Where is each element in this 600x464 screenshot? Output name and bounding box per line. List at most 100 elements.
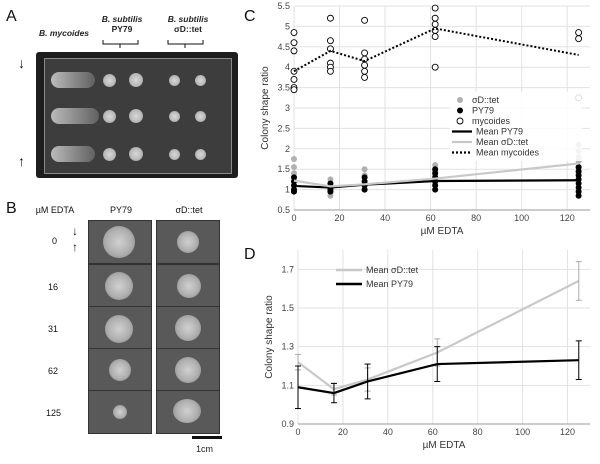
row-label: 0 — [52, 236, 58, 246]
header-py79: B. subtilis PY79 — [101, 14, 143, 34]
chart-d: 0.9 1.1 1.3 1.5 1.7 0 20 40 60 80 100 120 µM EDTA Col… — [264, 250, 590, 451]
x-axis-label: µM EDTA — [423, 440, 466, 451]
data-point — [290, 39, 298, 47]
x-tick-label: 20 — [338, 427, 348, 437]
sigd-colony — [169, 149, 180, 160]
x-tick-label: 60 — [428, 427, 438, 437]
data-point — [361, 186, 368, 193]
panel-b-letter: B — [6, 200, 17, 217]
header-sigd: B. subtilis σD::tet — [167, 14, 209, 34]
data-point — [290, 47, 298, 55]
data-point — [290, 29, 298, 36]
py79-colony — [129, 147, 143, 161]
y-tick-label: 0.9 — [281, 419, 294, 429]
arrow-down-icon: ↓ — [72, 224, 78, 238]
legend-label: Mean PY79 — [366, 279, 413, 289]
py79-colony — [103, 148, 116, 161]
colony-photo-sigd — [156, 220, 220, 264]
sigd-colony — [169, 75, 180, 86]
series-line — [297, 279, 580, 391]
x-tick-label: 80 — [473, 427, 483, 437]
colony-photo-py79 — [88, 264, 152, 308]
colony-photo-sigd — [156, 348, 220, 392]
py79-colony — [103, 110, 116, 123]
sigd-colony — [195, 111, 206, 122]
header-brackets — [102, 40, 204, 48]
panel-c-letter: C — [244, 8, 256, 25]
sigd-colony — [169, 111, 180, 122]
colony-photo-py79 — [88, 306, 152, 350]
x-tick-label: 0 — [295, 427, 300, 437]
data-point — [326, 37, 334, 45]
x-tick-label: 40 — [383, 427, 393, 437]
y-tick-label: 4.5 — [277, 42, 290, 52]
chart-c: 0.5 1 1.5 2 2.5 3 3.5 4 4.5 5 5.5 0 20 40 60 80 100 120 µM… — [260, 1, 590, 237]
legend-label: PY79 — [472, 106, 494, 116]
data-point — [431, 20, 439, 28]
data-point — [361, 73, 369, 81]
mycoides-colony — [51, 72, 95, 88]
legend-box — [450, 92, 582, 161]
y-tick-label: 3 — [285, 103, 290, 113]
x-tick-label: 40 — [380, 213, 390, 223]
sigd-colony — [195, 75, 206, 86]
legend-label: σD::tet — [472, 95, 500, 105]
x-tick-label: 0 — [291, 213, 296, 223]
mycoides-colony — [51, 146, 95, 162]
legend-label: Mean σD::tet — [366, 265, 419, 275]
y-tick-label: 1.5 — [281, 303, 294, 313]
legend-marker — [457, 107, 463, 114]
data-point — [575, 29, 583, 36]
x-tick-label: 120 — [560, 213, 575, 223]
panel-d-letter: D — [244, 246, 256, 263]
colony-photo-py79 — [88, 390, 152, 434]
y-axis-label: Colony shape ratio — [264, 295, 275, 379]
scale-bar-label: 1cm — [196, 444, 214, 454]
data-point — [575, 192, 582, 199]
data-point — [361, 166, 368, 173]
series-line — [293, 162, 579, 188]
mycoides-colony — [51, 108, 99, 124]
col-header-py79: PY79 — [109, 205, 133, 215]
y-tick-label: 5.5 — [277, 1, 290, 11]
x-tick-label: 80 — [471, 213, 481, 223]
legend-label: Mean σD::tet — [476, 137, 529, 147]
data-point — [290, 75, 298, 83]
legend-label: Mean PY79 — [476, 127, 523, 137]
y-tick-label: 3.5 — [277, 83, 290, 93]
data-point — [290, 86, 298, 94]
x-tick-label: 20 — [335, 213, 345, 223]
data-point — [431, 63, 439, 71]
y-tick-label: 0.5 — [277, 205, 290, 215]
arrow-down-icon: ↓ — [18, 55, 25, 71]
x-tick-label: 100 — [515, 427, 530, 437]
row-label: 31 — [48, 324, 59, 334]
col-header-edta: µM EDTA — [35, 205, 75, 215]
x-tick-label: 60 — [426, 213, 436, 223]
y-tick-label: 1.3 — [281, 342, 294, 352]
arrow-up-icon: ↑ — [72, 240, 78, 254]
data-point — [575, 35, 583, 43]
data-point — [361, 16, 369, 24]
legend-marker — [456, 117, 464, 125]
data-point — [431, 14, 439, 22]
col-header-sigd: σD::tet — [175, 205, 203, 215]
series-line — [293, 27, 579, 73]
py79-colony — [103, 74, 116, 87]
data-point — [327, 188, 334, 195]
data-point — [361, 49, 369, 57]
colony-photo-sigd — [156, 306, 220, 350]
colony-photo-py79 — [88, 348, 152, 392]
data-point — [361, 61, 369, 69]
y-tick-label: 2.5 — [277, 123, 290, 133]
y-axis-label: Colony shape ratio — [260, 66, 271, 150]
row-label: 62 — [48, 366, 59, 376]
y-tick-label: 4 — [285, 62, 290, 72]
data-point — [432, 186, 439, 193]
py79-colony — [129, 109, 143, 123]
legend-label: Mean mycoides — [476, 148, 540, 158]
data-point — [326, 14, 334, 22]
panel-a-letter: A — [6, 8, 17, 25]
py79-colony — [129, 73, 143, 87]
y-tick-label: 5 — [285, 21, 290, 31]
